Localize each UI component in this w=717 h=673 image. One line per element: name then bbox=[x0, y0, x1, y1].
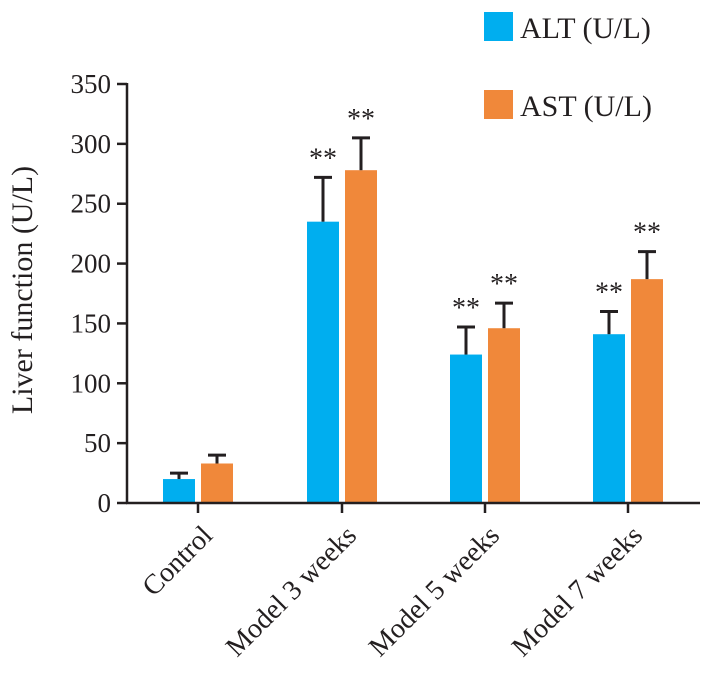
y-axis-label: Liver function (U/L) bbox=[6, 166, 39, 414]
bars-layer bbox=[163, 170, 663, 504]
error-bars-layer bbox=[170, 136, 656, 480]
bar bbox=[201, 463, 233, 503]
y-tick-label: 150 bbox=[71, 308, 112, 338]
y-tick-label: 300 bbox=[71, 129, 112, 159]
y-tick-label: 0 bbox=[98, 488, 112, 518]
y-tick-label: 200 bbox=[71, 249, 112, 279]
significance-marker: ** bbox=[309, 143, 337, 174]
significance-marker: ** bbox=[633, 218, 661, 249]
legend-label: ALT (U/L) bbox=[520, 12, 651, 45]
x-ticks: Control Model 3 weeks Model 5 weeks Model 7… bbox=[137, 503, 649, 663]
bar bbox=[593, 334, 625, 503]
x-tick-label: Model 5 weeks bbox=[363, 520, 506, 663]
significance-layer: ** ** ** ** ** ** bbox=[309, 104, 661, 324]
y-tick-label: 100 bbox=[71, 368, 112, 398]
x-tick-label: Model 3 weeks bbox=[220, 520, 363, 663]
bar bbox=[488, 328, 520, 503]
bar bbox=[307, 221, 339, 503]
y-tick-label: 50 bbox=[84, 428, 111, 458]
legend-swatch bbox=[484, 90, 513, 119]
significance-marker: ** bbox=[490, 269, 518, 300]
y-ticks: 0 50 100 150 200 250 300 350 bbox=[71, 69, 127, 518]
legend-swatch bbox=[484, 12, 513, 41]
x-tick-label: Model 7 weeks bbox=[506, 520, 649, 663]
x-tick-label: Control bbox=[137, 520, 220, 603]
significance-marker: ** bbox=[595, 277, 623, 308]
significance-marker: ** bbox=[347, 104, 375, 135]
axes bbox=[125, 83, 700, 505]
significance-marker: ** bbox=[452, 293, 480, 324]
bar bbox=[631, 279, 663, 503]
bar bbox=[163, 479, 195, 503]
legend-label: AST (U/L) bbox=[520, 90, 652, 123]
bar bbox=[450, 354, 482, 503]
y-tick-label: 250 bbox=[71, 189, 112, 219]
y-tick-label: 350 bbox=[71, 69, 112, 99]
legend: ALT (U/L) AST (U/L) bbox=[484, 12, 652, 123]
bar bbox=[345, 170, 377, 504]
